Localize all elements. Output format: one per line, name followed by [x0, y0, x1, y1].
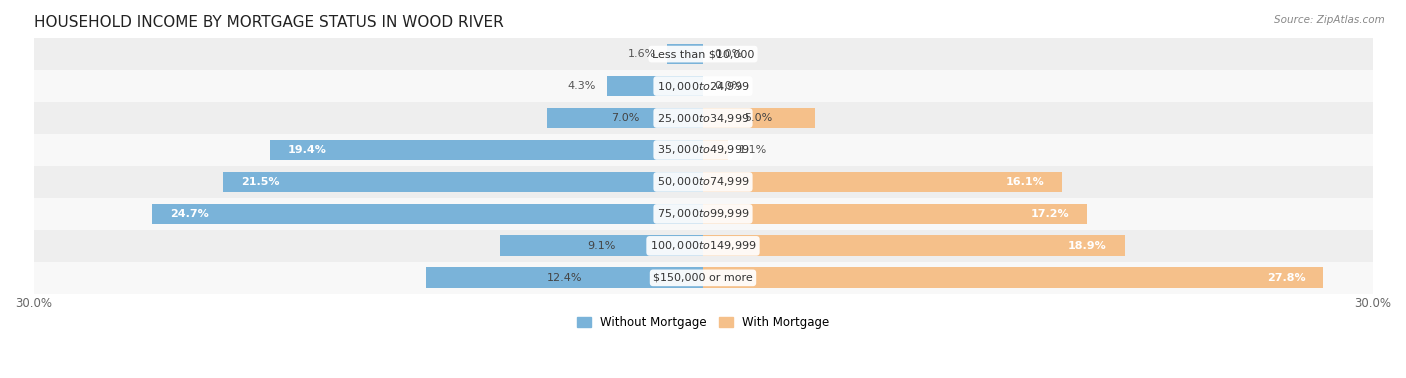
- Text: 1.1%: 1.1%: [738, 145, 766, 155]
- Legend: Without Mortgage, With Mortgage: Without Mortgage, With Mortgage: [572, 311, 834, 334]
- Bar: [607, 76, 703, 96]
- Bar: [501, 235, 703, 256]
- Text: 18.9%: 18.9%: [1069, 241, 1107, 251]
- Bar: [34, 262, 1372, 294]
- Text: 0.0%: 0.0%: [714, 49, 742, 59]
- Bar: [270, 139, 703, 160]
- Bar: [703, 108, 814, 129]
- Bar: [224, 172, 703, 192]
- Text: $150,000 or more: $150,000 or more: [654, 273, 752, 283]
- Text: 4.3%: 4.3%: [568, 81, 596, 91]
- Bar: [426, 268, 703, 288]
- Text: $35,000 to $49,999: $35,000 to $49,999: [657, 144, 749, 156]
- Bar: [703, 172, 1063, 192]
- Text: $75,000 to $99,999: $75,000 to $99,999: [657, 208, 749, 220]
- Text: $50,000 to $74,999: $50,000 to $74,999: [657, 175, 749, 189]
- Bar: [703, 268, 1323, 288]
- Bar: [668, 44, 703, 65]
- Bar: [703, 139, 727, 160]
- Bar: [547, 108, 703, 129]
- Bar: [34, 134, 1372, 166]
- Text: 17.2%: 17.2%: [1031, 209, 1069, 219]
- Text: 12.4%: 12.4%: [547, 273, 582, 283]
- Text: 27.8%: 27.8%: [1267, 273, 1306, 283]
- Text: $10,000 to $24,999: $10,000 to $24,999: [657, 79, 749, 93]
- Bar: [34, 230, 1372, 262]
- Bar: [703, 235, 1125, 256]
- Text: 0.0%: 0.0%: [714, 81, 742, 91]
- Bar: [152, 203, 703, 224]
- Bar: [34, 166, 1372, 198]
- Bar: [34, 70, 1372, 102]
- Text: Less than $10,000: Less than $10,000: [652, 49, 754, 59]
- Text: 5.0%: 5.0%: [745, 113, 773, 123]
- Text: 16.1%: 16.1%: [1005, 177, 1045, 187]
- Text: 9.1%: 9.1%: [588, 241, 616, 251]
- Bar: [703, 203, 1087, 224]
- Text: 7.0%: 7.0%: [610, 113, 640, 123]
- Text: 1.6%: 1.6%: [628, 49, 657, 59]
- Text: 19.4%: 19.4%: [288, 145, 326, 155]
- Text: $25,000 to $34,999: $25,000 to $34,999: [657, 112, 749, 124]
- Bar: [34, 198, 1372, 230]
- Text: $100,000 to $149,999: $100,000 to $149,999: [650, 239, 756, 253]
- Text: 24.7%: 24.7%: [170, 209, 208, 219]
- Text: Source: ZipAtlas.com: Source: ZipAtlas.com: [1274, 15, 1385, 25]
- Text: HOUSEHOLD INCOME BY MORTGAGE STATUS IN WOOD RIVER: HOUSEHOLD INCOME BY MORTGAGE STATUS IN W…: [34, 15, 503, 30]
- Text: 21.5%: 21.5%: [240, 177, 280, 187]
- Bar: [34, 102, 1372, 134]
- Bar: [34, 38, 1372, 70]
